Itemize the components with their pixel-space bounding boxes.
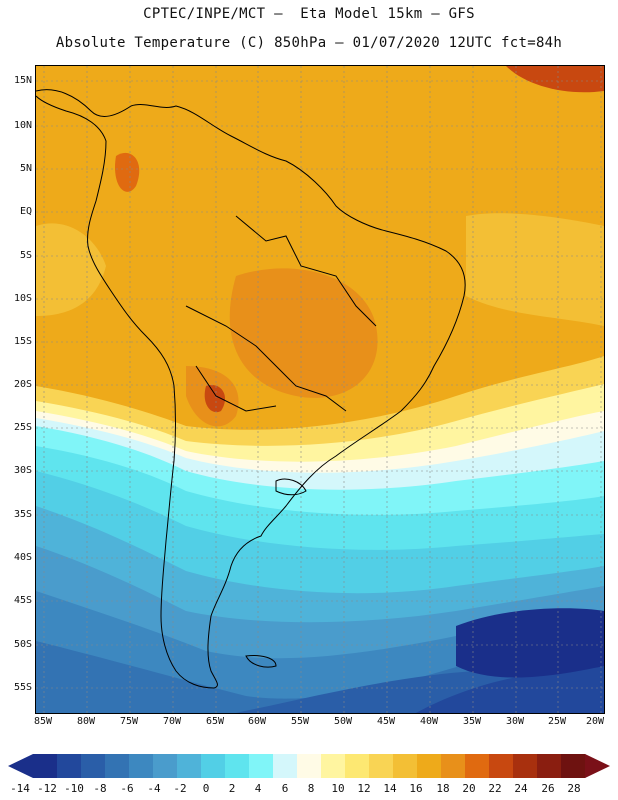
colorbar-cell (129, 754, 154, 778)
falklands (245, 655, 277, 668)
colorbar-label: 6 (281, 782, 289, 795)
lat-label: 10S (13, 293, 32, 304)
lat-label: 50S (13, 639, 32, 650)
lat-label: 10N (13, 120, 32, 131)
map-canvas (36, 66, 604, 713)
colorbar-cell (513, 754, 538, 778)
lat-label: 5S (19, 250, 32, 261)
colorbar-label: -4 (147, 782, 161, 795)
lon-label: 55W (290, 716, 310, 727)
lon-label: 85W (33, 716, 53, 727)
colorbar-cell (201, 754, 226, 778)
lat-label: 15N (13, 75, 32, 86)
lat-label: 35S (13, 509, 32, 520)
colorbar-label: -10 (64, 782, 84, 795)
colorbar-label: -14 (10, 782, 30, 795)
lon-label: 40W (419, 716, 439, 727)
hot-region-brazil (229, 268, 378, 398)
colorbar-cell (393, 754, 418, 778)
hotspot-paraguay (204, 385, 226, 413)
colorbar-label: 16 (409, 782, 423, 795)
hotspot-colombia (115, 152, 140, 192)
colorbar-label: -6 (120, 782, 134, 795)
colorbar-cell (225, 754, 250, 778)
colorbar-label: 14 (383, 782, 397, 795)
hotspot-atlantic (506, 66, 604, 93)
lon-label: 75W (119, 716, 139, 727)
colorbar-cell (417, 754, 442, 778)
lat-label: 30S (13, 465, 32, 476)
rio-de-la-plata (275, 478, 307, 496)
colorbar-label: 20 (462, 782, 476, 795)
lon-label: 70W (162, 716, 182, 727)
colorbar-cell (321, 754, 346, 778)
colorbar-cell (153, 754, 178, 778)
colorbar-label: 2 (228, 782, 236, 795)
colorbar-label: 10 (331, 782, 345, 795)
colorbar-over-arrow (585, 754, 610, 778)
lat-label: 45S (13, 595, 32, 606)
colorbar-cell (57, 754, 82, 778)
colorbar-label: 28 (567, 782, 581, 795)
colorbar-cell (249, 754, 274, 778)
lon-label: 20W (585, 716, 605, 727)
colorbar-cell (537, 754, 562, 778)
lon-label: 35W (462, 716, 482, 727)
colorbar-cell (297, 754, 322, 778)
lat-label: 20S (13, 379, 32, 390)
colorbar-cell (489, 754, 514, 778)
colorbar-cell (81, 754, 106, 778)
colorbar-label: 26 (541, 782, 555, 795)
cold-core (456, 608, 604, 678)
colorbar-cell (273, 754, 298, 778)
colorbar-label: 22 (488, 782, 502, 795)
lat-label: EQ (19, 206, 32, 217)
lon-label: 65W (205, 716, 225, 727)
colorbar-cell (177, 754, 202, 778)
colorbar-cell (33, 754, 58, 778)
lat-label: 55S (13, 682, 32, 693)
borders (185, 215, 377, 412)
colorbar-label: -12 (37, 782, 57, 795)
colorbar-label: 24 (514, 782, 528, 795)
lon-label: 25W (547, 716, 567, 727)
lon-label: 45W (376, 716, 396, 727)
temperature-colorbar (8, 754, 610, 778)
colorbar-label: -2 (173, 782, 187, 795)
colorbar-cell (441, 754, 466, 778)
lon-label: 50W (333, 716, 353, 727)
map-subtitle: Absolute Temperature (C) 850hPa – 01/07/… (55, 35, 563, 51)
lon-label: 30W (505, 716, 525, 727)
map-title: CPTEC/INPE/MCT – Eta Model 15km – GFS (143, 6, 475, 22)
colorbar-cell (105, 754, 130, 778)
colorbar-cell (561, 754, 586, 778)
colorbar-under-arrow (8, 754, 33, 778)
temperature-map[interactable] (35, 65, 605, 714)
lon-label: 60W (247, 716, 267, 727)
continent-outline (36, 89, 466, 689)
lat-label: 25S (13, 422, 32, 433)
colorbar-label: 4 (254, 782, 262, 795)
colorbar-cell (465, 754, 490, 778)
coastline (36, 89, 466, 689)
lat-label: 40S (13, 552, 32, 563)
colorbar-label: 8 (307, 782, 315, 795)
lon-label: 80W (76, 716, 96, 727)
tropical-atlantic-cool (466, 213, 604, 326)
colorbar-label: 12 (357, 782, 371, 795)
colorbar-label: -8 (93, 782, 107, 795)
colorbar-cell (345, 754, 370, 778)
colorbar-label: 18 (436, 782, 450, 795)
lat-label: 5N (19, 163, 32, 174)
lat-label: 15S (13, 336, 32, 347)
colorbar-label: 0 (202, 782, 210, 795)
colorbar-cell (369, 754, 394, 778)
